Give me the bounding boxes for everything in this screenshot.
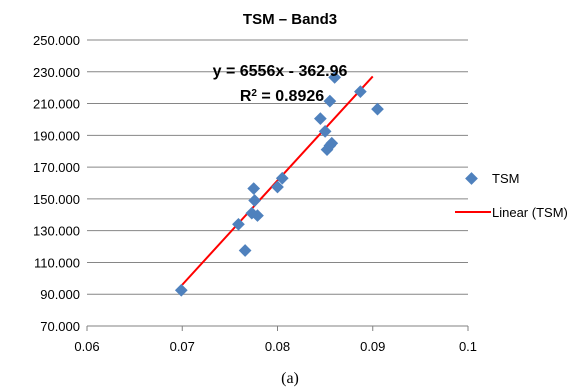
y-tick-label: 90.000 [40,287,80,302]
x-tick-label: 0.06 [74,339,99,354]
legend-marker-tsm [465,172,478,185]
trendline-equation: y = 6556x - 362.96 [213,63,348,80]
data-point [271,180,284,194]
legend: TSM Linear (TSM) [455,171,568,220]
r-squared-value: = 0.8926 [257,88,324,105]
chart-title: TSM – Band3 [243,11,337,28]
y-axis-ticks: 70.000 90.000 110.000 130.000 150.000 170.000… [33,33,80,334]
gridlines [87,39,468,295]
data-point [313,112,327,126]
data-point [248,194,262,207]
data-point [232,217,245,231]
y-tick-label: 170.000 [33,160,80,175]
y-tick-label: 230.000 [33,65,80,80]
r-squared-prefix: R [240,88,252,105]
x-tick-label: 0.1 [459,339,477,354]
legend-label-tsm: TSM [492,171,519,186]
x-tick-label: 0.09 [360,339,385,354]
data-point [354,85,367,99]
y-tick-label: 250.000 [33,33,80,48]
r-squared-exponent: 2 [251,88,257,99]
legend-label-linear: Linear (TSM) [492,205,568,220]
data-point [325,136,339,150]
data-point [251,209,264,222]
x-tick-label: 0.07 [170,339,195,354]
y-tick-label: 70.000 [40,319,80,334]
y-tick-label: 130.000 [33,224,80,239]
data-point [247,182,261,195]
data-point [323,94,337,108]
x-axis-ticks: 0.06 0.07 0.08 0.09 0.1 [74,326,477,354]
data-point [328,70,342,84]
x-tick-label: 0.08 [265,339,290,354]
linear-trendline [181,75,374,286]
y-tick-label: 110.000 [34,255,80,270]
y-tick-label: 210.000 [33,97,80,112]
data-point [174,283,188,297]
data-points [174,70,384,297]
data-point [238,244,252,257]
r-squared-label: R2 = 0.8926 [240,88,324,106]
data-point [371,102,384,116]
y-tick-label: 190.000 [33,128,80,143]
y-tick-label: 150.000 [33,192,80,207]
data-point [275,171,289,185]
figure-caption: (a) [281,370,299,387]
data-point [318,124,332,138]
